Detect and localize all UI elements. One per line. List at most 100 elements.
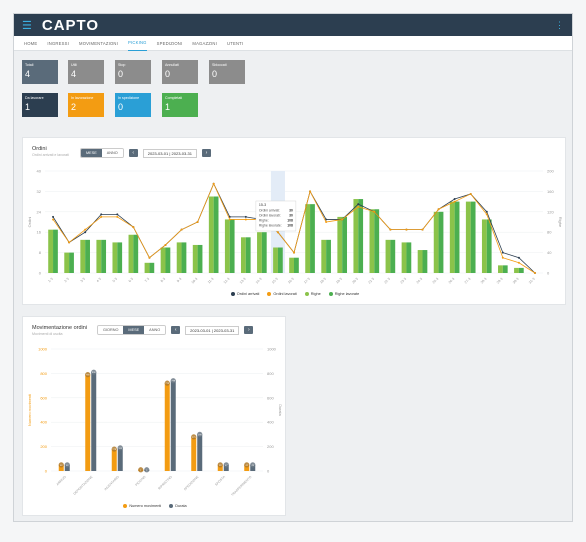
orders-line-arrivati-point[interactable] — [100, 213, 103, 216]
status-tile-6[interactable]: In lavorazione 2 — [68, 93, 104, 117]
orders-bar-righe[interactable] — [449, 201, 455, 273]
orders-line-arrivati-point[interactable] — [501, 251, 504, 254]
orders-legend-item[interactable]: Righe — [304, 292, 321, 296]
orders-line-lavorati-point[interactable] — [469, 192, 472, 195]
orders-bar-righe-lavorate[interactable] — [502, 265, 508, 273]
movements-bar-count[interactable] — [217, 464, 223, 471]
movements-date-range[interactable]: 2023-03-01 | 2023-03-31 — [185, 325, 240, 335]
movements-period-option-2[interactable]: ANNO — [144, 326, 166, 334]
orders-line-lavorati-point[interactable] — [453, 200, 456, 203]
status-tile-8[interactable]: Completati 1 — [162, 93, 198, 117]
orders-line-lavorati-point[interactable] — [196, 221, 199, 223]
movements-bar-count[interactable] — [191, 436, 197, 471]
orders-bar-righe[interactable] — [417, 250, 423, 273]
orders-line-arrivati-point[interactable] — [325, 218, 328, 221]
orders-bar-righe-lavorate[interactable] — [245, 237, 251, 273]
orders-bar-righe[interactable] — [96, 239, 102, 273]
orders-bar-righe[interactable] — [224, 219, 230, 273]
orders-bar-righe[interactable] — [385, 239, 391, 273]
orders-next-button[interactable]: › — [201, 149, 211, 157]
orders-period-option-0[interactable]: MESE — [81, 149, 102, 157]
orders-bar-righe-lavorate[interactable] — [181, 242, 187, 273]
orders-line-lavorati-point[interactable] — [84, 228, 87, 231]
orders-bar-righe[interactable] — [353, 199, 359, 273]
orders-line-lavorati-point[interactable] — [276, 231, 279, 234]
orders-bar-righe-lavorate[interactable] — [69, 252, 74, 273]
orders-bar-righe[interactable] — [369, 209, 375, 273]
orders-line-lavorati-point[interactable] — [325, 221, 328, 223]
orders-line-lavorati-point[interactable] — [228, 218, 231, 221]
status-tile-5[interactable]: Da lavorare 1 — [22, 93, 58, 117]
orders-line-lavorati-point[interactable] — [116, 215, 119, 218]
orders-bar-righe-lavorate[interactable] — [342, 216, 348, 273]
orders-bar-righe[interactable] — [305, 204, 311, 273]
orders-bar-righe-lavorate[interactable] — [486, 219, 492, 273]
orders-line-lavorati-point[interactable] — [244, 218, 247, 221]
orders-bar-righe[interactable] — [465, 201, 471, 273]
status-tile-1[interactable]: Utili 4 — [68, 60, 104, 84]
orders-line-lavorati-point[interactable] — [517, 261, 520, 264]
orders-line-arrivati-point[interactable] — [453, 198, 456, 201]
orders-bar-righe[interactable] — [128, 234, 134, 273]
orders-bar-righe-lavorate[interactable] — [197, 244, 203, 273]
orders-bar-righe[interactable] — [240, 237, 246, 273]
movements-bar-duration[interactable] — [64, 464, 70, 471]
orders-line-lavorati-point[interactable] — [148, 256, 151, 259]
movements-bar-count[interactable] — [244, 464, 250, 471]
orders-date-range[interactable]: 2023-03-01 | 2023-03-31 — [142, 148, 197, 158]
orders-bar-righe-lavorate[interactable] — [310, 204, 315, 273]
orders-line-arrivati-point[interactable] — [485, 210, 488, 213]
orders-bar-righe[interactable] — [192, 244, 198, 273]
orders-line-lavorati-point[interactable] — [212, 182, 215, 185]
orders-bar-righe-lavorate[interactable] — [261, 232, 267, 273]
orders-bar-righe-lavorate[interactable] — [85, 239, 90, 273]
menu-item-6[interactable]: UTENTI — [226, 40, 244, 46]
movements-bar-count[interactable] — [85, 374, 91, 471]
more-vert-icon[interactable]: ⋮ — [555, 19, 564, 30]
orders-bar-righe[interactable] — [337, 216, 343, 273]
orders-bar-righe[interactable] — [112, 242, 118, 273]
menu-item-3[interactable]: PICKING — [128, 35, 147, 51]
movements-period-option-0[interactable]: GIORNO — [98, 326, 124, 334]
status-tile-7[interactable]: In spedizione 0 — [115, 93, 151, 117]
movements-bar-count[interactable] — [164, 383, 170, 471]
orders-bar-righe[interactable] — [208, 196, 214, 274]
orders-bar-righe[interactable] — [481, 219, 487, 273]
menu-item-1[interactable]: INGRESSI — [47, 40, 69, 46]
orders-bar-righe[interactable] — [289, 257, 294, 273]
orders-bar-righe-lavorate[interactable] — [390, 239, 396, 273]
orders-bar-righe-lavorate[interactable] — [358, 199, 364, 273]
orders-bar-righe[interactable] — [273, 247, 278, 274]
orders-bar-righe[interactable] — [160, 247, 166, 274]
orders-legend-item[interactable]: Righe lavorate — [328, 292, 359, 296]
orders-legend-item[interactable]: Ordini lavorati — [267, 292, 297, 296]
orders-bar-righe[interactable] — [64, 252, 70, 273]
movements-period-option-1[interactable]: MESE — [123, 326, 145, 334]
orders-bar-righe-lavorate[interactable] — [374, 209, 380, 273]
orders-bar-righe[interactable] — [144, 262, 150, 273]
orders-line-lavorati-point[interactable] — [293, 251, 295, 254]
menu-icon[interactable]: ☰ — [22, 19, 32, 32]
status-tile-0[interactable]: Totali 4 — [22, 60, 58, 84]
orders-bar-righe-lavorate[interactable] — [326, 239, 331, 273]
orders-bar-righe[interactable] — [321, 239, 327, 273]
orders-line-lavorati-point[interactable] — [180, 228, 183, 231]
orders-line-arrivati-point[interactable] — [84, 231, 87, 234]
orders-bar-righe-lavorate[interactable] — [438, 211, 444, 273]
menu-item-2[interactable]: MOVIMENTAZIONI — [79, 40, 119, 46]
orders-line-lavorati-point[interactable] — [100, 215, 103, 218]
movements-bar-count[interactable] — [58, 464, 64, 471]
orders-prev-button[interactable]: ‹ — [128, 149, 138, 157]
orders-bar-righe-lavorate[interactable] — [213, 196, 219, 274]
orders-line-arrivati-point[interactable] — [244, 215, 247, 218]
status-tile-2[interactable]: Stop 0 — [115, 60, 151, 84]
movements-bar-duration[interactable] — [223, 464, 229, 471]
movements-bar-duration[interactable] — [250, 464, 256, 471]
orders-line-lavorati-point[interactable] — [132, 226, 135, 229]
orders-bar-righe-lavorate[interactable] — [101, 239, 107, 273]
orders-bar-righe[interactable] — [257, 232, 262, 273]
orders-bar-righe-lavorate[interactable] — [277, 247, 283, 274]
orders-bar-righe[interactable] — [401, 242, 407, 273]
orders-line-lavorati-point[interactable] — [421, 228, 424, 231]
orders-line-arrivati-point[interactable] — [517, 256, 520, 259]
